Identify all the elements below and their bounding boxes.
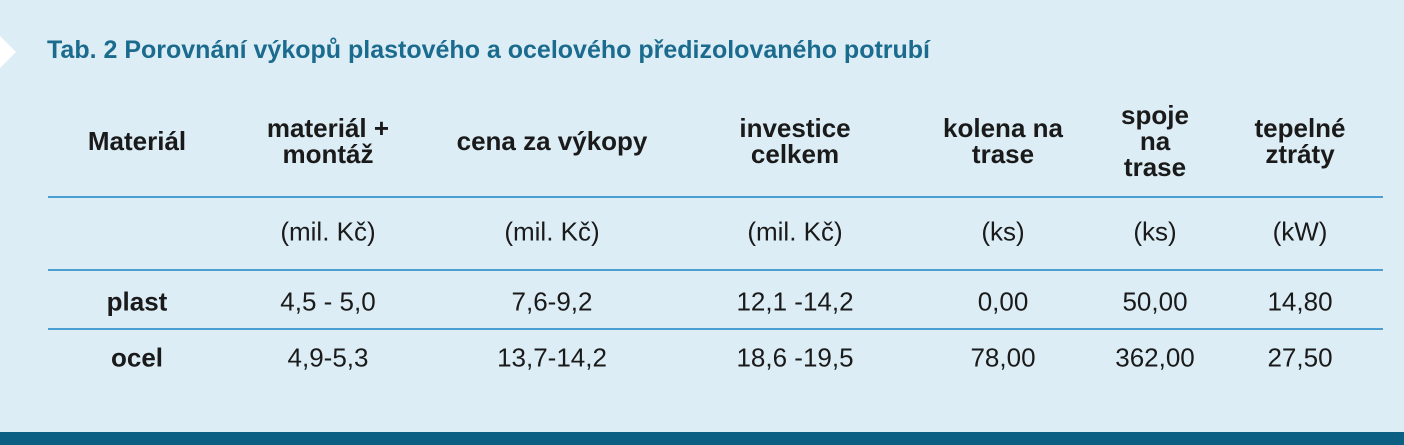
separator [48, 196, 1383, 198]
unit-label: (mil. Kč) [504, 216, 600, 247]
table-cell: 50,00 [1122, 286, 1188, 317]
table-cell: 13,7-14,2 [497, 342, 607, 373]
unit-label: (ks) [981, 216, 1025, 247]
table-cell: 78,00 [970, 342, 1036, 373]
column-header: materiál + montáž [267, 115, 389, 167]
row-label: ocel [110, 342, 164, 373]
header-line: spoje [1121, 100, 1189, 130]
column-header: Materiál [88, 128, 186, 154]
header-line: na [1139, 126, 1171, 156]
row-label: plast [106, 286, 168, 317]
table-cell: 27,50 [1267, 342, 1333, 373]
header-line: celkem [750, 139, 840, 169]
table-cell: 12,1 -14,2 [736, 286, 854, 317]
header-line: cena za výkopy [456, 126, 648, 156]
column-header: cena za výkopy [457, 128, 648, 154]
header-line: investice [739, 113, 851, 143]
corner-marker [0, 36, 16, 68]
header-line: ztráty [1265, 139, 1335, 169]
column-header: tepelné ztráty [1254, 115, 1345, 167]
unit-label: (mil. Kč) [747, 216, 843, 247]
table-cell: 14,80 [1267, 286, 1333, 317]
table-cell: 7,6-9,2 [511, 286, 593, 317]
header-line: Materiál [87, 126, 187, 156]
header-line: tepelné [1254, 113, 1346, 143]
table-cell: 0,00 [977, 286, 1029, 317]
header-line: materiál + [266, 113, 390, 143]
separator [48, 328, 1383, 330]
unit-label: (ks) [1133, 216, 1177, 247]
table-title: Tab. 2 Porovnání výkopů plastového a oce… [47, 36, 931, 64]
unit-label: (kW) [1272, 216, 1328, 247]
unit-label: (mil. Kč) [280, 216, 376, 247]
header-line: trase [971, 139, 1035, 169]
column-header: spoje na trase [1121, 102, 1189, 180]
separator [48, 269, 1383, 271]
table-cell: 4,5 - 5,0 [280, 286, 376, 317]
column-header: investice celkem [739, 115, 850, 167]
table-cell: 18,6 -19,5 [736, 342, 854, 373]
table-cell: 362,00 [1115, 342, 1195, 373]
header-line: kolena na [943, 113, 1063, 143]
bottom-bar [0, 432, 1404, 445]
header-line: trase [1123, 152, 1187, 182]
table-cell: 4,9-5,3 [287, 342, 369, 373]
header-line: montáž [282, 139, 374, 169]
column-header: kolena na trase [943, 115, 1063, 167]
